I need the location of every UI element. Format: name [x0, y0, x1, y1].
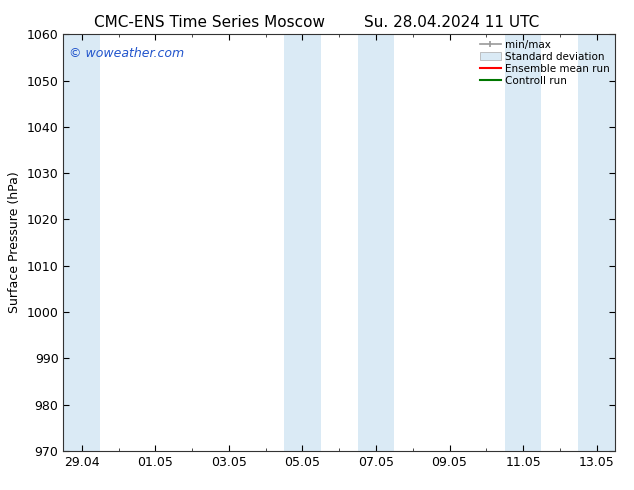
Text: CMC-ENS Time Series Moscow        Su. 28.04.2024 11 UTC: CMC-ENS Time Series Moscow Su. 28.04.202… [94, 15, 540, 30]
Bar [578, 34, 615, 451]
Y-axis label: Surface Pressure (hPa): Surface Pressure (hPa) [8, 172, 21, 314]
Bar [284, 34, 321, 451]
Bar [358, 34, 394, 451]
Bar [63, 34, 100, 451]
Bar [505, 34, 541, 451]
Legend: min/max, Standard deviation, Ensemble mean run, Controll run: min/max, Standard deviation, Ensemble me… [478, 37, 612, 88]
Text: © woweather.com: © woweather.com [69, 47, 184, 60]
